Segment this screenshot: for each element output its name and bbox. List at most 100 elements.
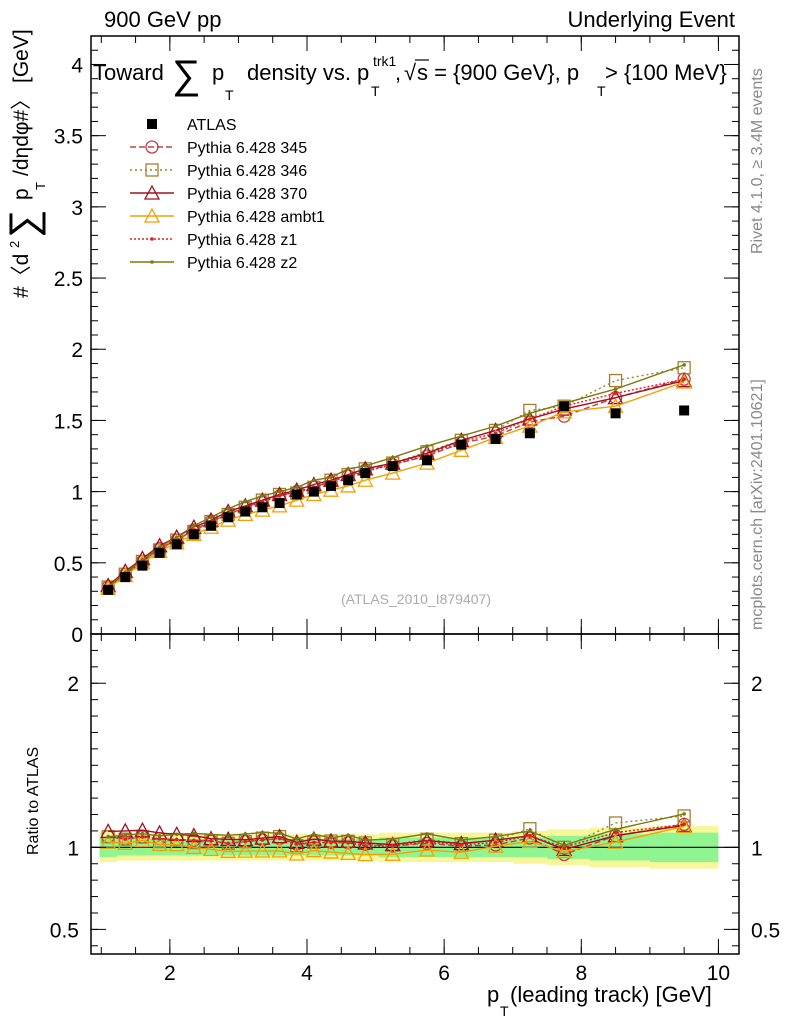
ratio-5-point	[277, 831, 282, 835]
series-4-point	[613, 391, 618, 396]
series-5-point	[682, 363, 686, 367]
series-line-4	[107, 378, 685, 588]
atlas-data-point	[291, 489, 302, 500]
legend-marker-atlas	[147, 119, 157, 129]
series-5-point	[363, 464, 368, 468]
series-5-point	[243, 499, 248, 504]
ylabel-sup: 2	[7, 241, 22, 248]
ratio-3-point	[556, 843, 573, 859]
ratio-5-point	[209, 832, 213, 837]
title-p: p	[212, 60, 224, 85]
series-5-point	[174, 535, 179, 539]
legend-label-0: Pythia 6.428 345	[187, 140, 307, 157]
x-axis-label: p T (leading track) [GeV]	[487, 982, 712, 1019]
y-tick-label: 2.5	[54, 268, 83, 291]
y-axis-label: #〈d 2 ∑ p T /dηdφ#〉 [GeV]	[2, 29, 48, 298]
atlas-data-point	[422, 455, 432, 466]
series-1-point	[608, 373, 623, 388]
ratio-5-point	[226, 833, 230, 838]
legend-marker-2	[143, 184, 161, 200]
atlas-data-point	[308, 486, 319, 497]
ratio-5-point	[243, 832, 248, 836]
header-right: Underlying Event	[567, 7, 735, 32]
ratio-4-point	[140, 835, 145, 839]
ratio-5-point	[174, 832, 179, 837]
legend-label-5: Pythia 6.428 z2	[187, 255, 297, 272]
series-4-point	[528, 417, 532, 421]
y-tick-label: 2	[71, 339, 83, 362]
series-5-point	[493, 424, 498, 428]
ratio-5-point	[390, 837, 395, 841]
series-3-point	[340, 477, 357, 493]
ratio-4-point	[425, 840, 429, 844]
ratio-5-point	[459, 838, 464, 842]
ratio-2-point	[322, 832, 340, 848]
watermark: (ATLAS_2010_I879407)	[341, 591, 491, 607]
ratio-5-point	[329, 836, 333, 840]
title-comma: ,	[395, 60, 401, 85]
y-tick-label: 3.5	[54, 126, 83, 149]
ratio-2-point	[237, 831, 254, 847]
ratio-4-point	[192, 838, 196, 843]
ratio-3-point	[384, 845, 401, 861]
ratio-5-point	[294, 837, 299, 841]
atlas-data-point	[343, 475, 354, 486]
series-4-point	[277, 494, 282, 498]
legend-marker-0	[145, 140, 159, 154]
xlabel-p: p	[487, 982, 499, 1007]
series-3-point	[384, 464, 401, 480]
ratio-2-point	[305, 830, 322, 846]
ratio-3-point	[305, 842, 322, 858]
ratio-y-tick-label-right: 1	[751, 837, 763, 860]
series-3-point	[357, 471, 374, 487]
ratio-5-point	[192, 831, 196, 836]
ratio-1-point	[187, 835, 201, 850]
ratio-4-point	[226, 841, 230, 846]
atlas-data-point	[137, 560, 148, 571]
atlas-data-point	[103, 584, 114, 595]
series-2-point	[607, 389, 624, 405]
ratio-1-point	[677, 809, 691, 823]
ratio-2-point	[357, 834, 374, 850]
ylabel-p: p	[10, 188, 33, 200]
ratio-y-tick-label-right: 2	[751, 673, 763, 696]
ratio-4-point	[493, 840, 498, 845]
atlas-data-point	[257, 502, 268, 513]
ratio-3-point	[220, 842, 237, 858]
ratio-y-tick-label: 1	[67, 837, 79, 860]
atlas-data-point	[171, 539, 182, 550]
ratio-frame	[90, 633, 740, 955]
ratio-y-tick-label-right: 0.5	[751, 919, 780, 942]
series-5-point	[192, 523, 196, 528]
x-tick-label: 10	[707, 962, 730, 985]
y-tick-label: 0.5	[54, 553, 83, 576]
xlabel-rest: (leading track) [GeV]	[510, 982, 712, 1007]
ratio-3-point	[134, 832, 151, 848]
ratio-4-point	[209, 839, 213, 843]
series-5-point	[226, 506, 230, 511]
ratio-3-point	[487, 837, 504, 853]
ratio-3-point	[202, 841, 220, 857]
ratio-3-point	[357, 846, 374, 862]
ratio-3-point	[676, 818, 693, 834]
x-tick-label: 4	[301, 962, 313, 985]
ratio-4-point	[390, 844, 395, 848]
ratio-5-point	[260, 830, 265, 835]
ratio-5-point	[346, 833, 350, 837]
series-5-point	[528, 411, 532, 416]
ratio-1-point	[118, 832, 132, 846]
ratio-3-point	[254, 842, 271, 858]
ratio-5-point	[363, 838, 368, 842]
atlas-data-point	[524, 428, 535, 439]
ratio-panel: 2 4 6 8 10 0.5 0.5 1 1 2 2	[50, 633, 780, 985]
atlas-data-point	[360, 468, 371, 479]
ylabel-sum: ∑	[2, 209, 46, 238]
atlas-data-point	[223, 512, 234, 523]
ylabel-t: T	[33, 182, 48, 190]
series-line-2	[107, 379, 685, 587]
ratio-4-point	[277, 836, 282, 841]
ratio-2-point	[556, 841, 573, 857]
y-tick-label: 1	[71, 482, 83, 505]
plot-title: Toward ∑ p T density vs. p T trk1 , √ s …	[93, 53, 727, 103]
ratio-3-point	[322, 843, 340, 859]
